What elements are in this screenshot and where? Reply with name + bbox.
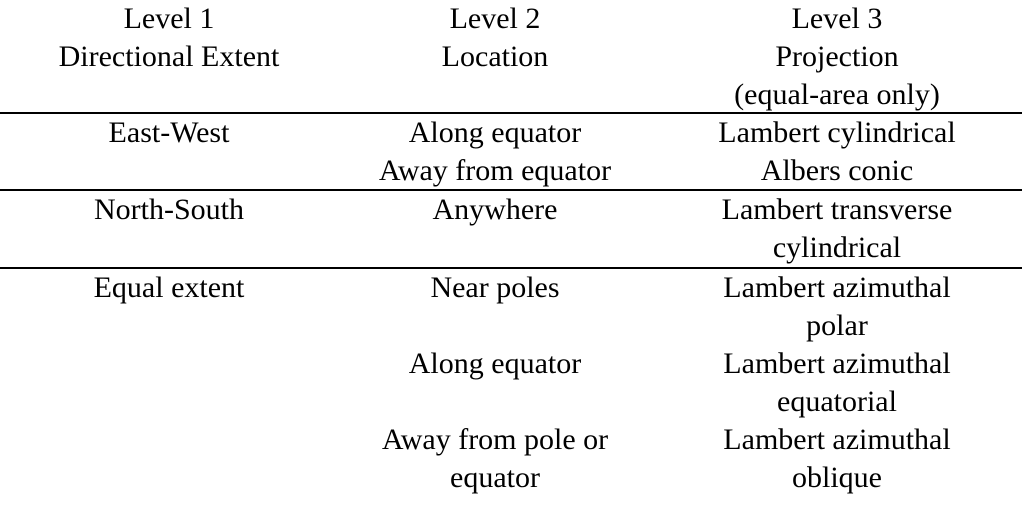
header-divider [0, 112, 1022, 114]
level-1-label: North-South [94, 193, 244, 226]
location-label: Away from equator [378, 154, 612, 187]
location-label: Anywhere [432, 193, 558, 226]
level-2-cell: Near poles Along equator Away from pole … [338, 269, 652, 509]
projection-label: equatorial [777, 385, 897, 418]
projection-label: Albers conic [760, 154, 914, 187]
header-level-1-subtitle: Directional Extent [58, 40, 280, 73]
level-3-cell: Lambert azimuthal polar Lambert azimutha… [652, 269, 1022, 509]
header-level-3-subtitle: Projection [775, 40, 899, 73]
level-1-cell: Equal extent [0, 269, 338, 509]
level-2-cell: Anywhere [338, 191, 652, 267]
header-level-3: Level 3 Projection (equal-area only) [652, 0, 1022, 114]
level-2-cell: Along equator Away from equator [338, 114, 652, 190]
level-3-cell: Lambert cylindrical Albers conic [652, 114, 1022, 190]
location-label: Near poles [430, 271, 560, 304]
table-header-row: Level 1 Directional Extent Level 2 Locat… [0, 0, 1022, 112]
header-level-2: Level 2 Location [338, 0, 652, 114]
header-level-3-title: Level 3 [791, 2, 883, 35]
row-divider [0, 267, 1022, 269]
header-level-1: Level 1 Directional Extent [0, 0, 338, 114]
table-row: North-South Anywhere Lambert transverse … [0, 191, 1022, 267]
projection-label: oblique [792, 461, 882, 494]
location-label: Away from pole or [381, 423, 609, 456]
projection-label: Lambert azimuthal [723, 271, 951, 304]
projection-label: cylindrical [772, 231, 902, 264]
projection-label: Lambert transverse [721, 193, 953, 226]
header-level-1-title: Level 1 [123, 2, 215, 35]
projection-label: Lambert azimuthal [723, 347, 951, 380]
projection-label: Lambert cylindrical [718, 116, 956, 149]
header-level-3-note: (equal-area only) [734, 78, 940, 111]
header-level-2-subtitle: Location [441, 40, 549, 73]
level-1-cell: East-West [0, 114, 338, 190]
level-1-label: Equal extent [93, 271, 245, 304]
spacer [338, 307, 652, 345]
location-label: equator [450, 461, 540, 494]
table-row: Equal extent Near poles Along equator Aw… [0, 269, 1022, 509]
projection-label: Lambert azimuthal [723, 423, 951, 456]
row-divider [0, 189, 1022, 191]
projection-label: polar [806, 309, 868, 342]
level-3-cell: Lambert transverse cylindrical [652, 191, 1022, 267]
level-1-label: East-West [108, 116, 230, 149]
level-1-cell: North-South [0, 191, 338, 267]
location-label: Along equator [408, 347, 582, 380]
table-row: East-West Along equator Away from equato… [0, 114, 1022, 189]
header-level-2-title: Level 2 [449, 2, 541, 35]
spacer [338, 383, 652, 421]
location-label: Along equator [408, 116, 582, 149]
